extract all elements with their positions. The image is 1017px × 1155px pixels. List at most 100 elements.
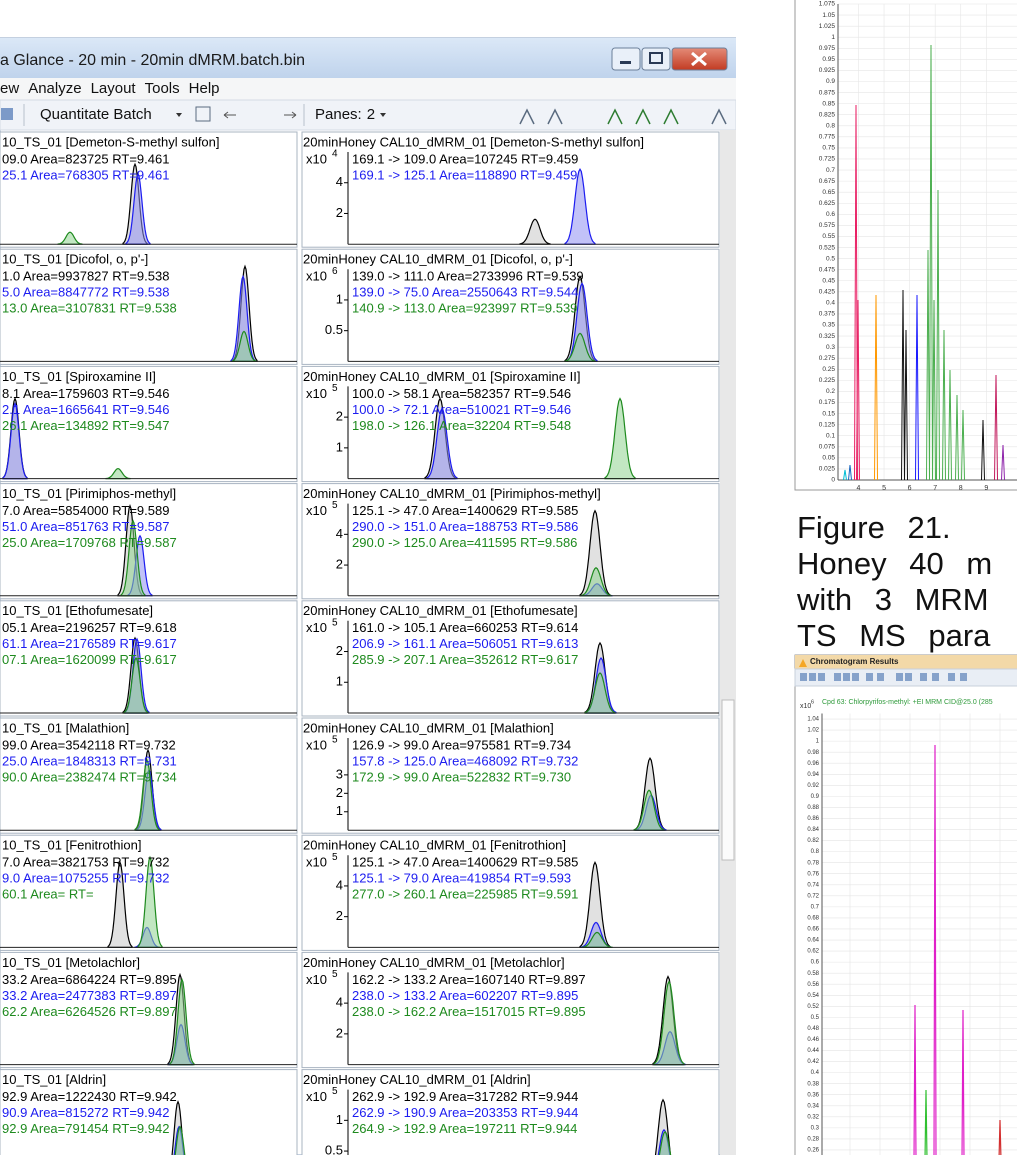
quantitate-batch-button[interactable]: Quantitate Batch — [40, 106, 152, 123]
page: a Glance - 20 min - 20min dMRM.batch.bin… — [0, 0, 1017, 1155]
scale-label: x10 — [306, 620, 327, 635]
menu-item[interactable]: Analyze — [28, 80, 81, 97]
transition-label: 169.1 -> 109.0 Area=107245 RT=9.459 — [352, 151, 578, 166]
transition-label: 262.9 -> 192.9 Area=317282 RT=9.944 — [352, 1089, 578, 1104]
y-tick-label: 0.28 — [807, 1137, 819, 1143]
pane-row: 10_TS_01 [Spiroxamine II]8.1 Area=175960… — [0, 366, 719, 481]
scale-label: x10 — [306, 503, 327, 518]
y-tick-label: 0.625 — [819, 200, 836, 207]
pane-row: 10_TS_01 [Fenitrothion]7.0 Area=3821753 … — [0, 835, 719, 950]
transition-label: 1.0 Area=9937827 RT=9.538 — [2, 269, 169, 284]
panes-value[interactable]: 2 — [367, 106, 375, 123]
pane-header: 20minHoney CAL10_dMRM_01 [Spiroxamine II… — [303, 369, 580, 384]
transition-label: 169.1 -> 125.1 Area=118890 RT=9.459 — [352, 167, 577, 182]
toolbar-icon[interactable] — [896, 673, 903, 681]
toolbar-icon[interactable] — [960, 673, 967, 681]
y-tick-label: 0.45 — [822, 277, 835, 284]
y-tick-label: 0.94 — [807, 772, 819, 778]
y-tick-label: 0.96 — [807, 761, 819, 767]
y-tick-label: 1.04 — [807, 717, 819, 723]
y-tick-label: 0.8 — [826, 122, 835, 129]
y-tick-label: 0.075 — [819, 444, 836, 451]
y-tick-label: 2 — [336, 1025, 343, 1040]
y-tick-label: 0.9 — [826, 78, 835, 85]
y-tick-label: 0.58 — [807, 971, 819, 977]
transition-label: 126.9 -> 99.0 Area=975581 RT=9.734 — [352, 737, 571, 752]
y-tick-label: 0.8 — [811, 849, 820, 855]
toolbar-icon[interactable] — [852, 673, 859, 681]
toolbar-icon[interactable] — [809, 673, 816, 681]
toolbar-icon[interactable] — [800, 673, 807, 681]
y-tick-label: 0.375 — [819, 311, 836, 318]
toolbar-icon[interactable] — [905, 673, 912, 681]
y-tick-label: 0.95 — [822, 56, 835, 63]
toolbar-icon[interactable] — [920, 673, 927, 681]
y-tick-label: 0.7 — [826, 167, 835, 174]
y-tick-label: 0.3 — [811, 1125, 820, 1131]
y-tick-label: 0.86 — [807, 816, 819, 822]
toolbar-icon[interactable] — [877, 673, 884, 681]
scale-exponent: 4 — [332, 149, 338, 160]
toolbar-icon[interactable] — [818, 673, 825, 681]
scale-label: x10 — [306, 1089, 327, 1104]
toolbar-icon[interactable] — [948, 673, 955, 681]
menu-item[interactable]: Tools — [145, 80, 180, 97]
x-tick-label: 7 — [933, 485, 937, 492]
transition-label: 161.0 -> 105.1 Area=660253 RT=9.614 — [352, 620, 578, 635]
scroll-thumb[interactable] — [722, 700, 734, 860]
pane-header: 10_TS_01 [Malathion] — [2, 720, 129, 735]
pane-header: 10_TS_01 [Spiroxamine II] — [2, 369, 156, 384]
scale-label: x10 — [800, 703, 811, 710]
y-tick-label: 0.82 — [807, 838, 819, 844]
transition-label: 99.0 Area=3542118 RT=9.732 — [2, 737, 176, 752]
transition-label: 5.0 Area=8847772 RT=9.538 — [2, 285, 169, 300]
pane-row: 10_TS_01 [Malathion] 99.0 Area=3542118 RT… — [0, 718, 719, 833]
y-tick-label: 0.46 — [807, 1037, 819, 1043]
scale-exponent: 5 — [332, 852, 338, 863]
y-tick-label: 0.78 — [807, 860, 819, 866]
y-tick-label: 0.725 — [819, 156, 836, 163]
menu-item[interactable]: Help — [189, 80, 220, 97]
y-tick-label: 0.575 — [819, 222, 836, 229]
y-tick-label: 0.36 — [807, 1092, 819, 1098]
toolbar-icon[interactable] — [866, 673, 873, 681]
y-tick-label: 2 — [336, 205, 343, 220]
pane-header: 20minHoney CAL10_dMRM_01 [Metolachlor] — [303, 955, 565, 970]
toolbar-icon[interactable] — [834, 673, 841, 681]
y-tick-label: 0.3 — [826, 344, 835, 351]
y-tick-label: 0.5 — [325, 1143, 343, 1155]
toolbar-icon[interactable] — [932, 673, 939, 681]
menu-item[interactable]: Layout — [91, 80, 137, 97]
y-tick-label: 4 — [336, 174, 343, 189]
transition-label: 262.9 -> 190.9 Area=203353 RT=9.944 — [352, 1105, 578, 1120]
y-tick-label: 0.68 — [807, 916, 819, 922]
scrollbar[interactable] — [720, 130, 736, 1155]
y-tick-label: 0.76 — [807, 871, 819, 877]
y-tick-label: 0 — [831, 477, 835, 484]
y-tick-label: 2 — [336, 908, 343, 923]
transition-label: 33.2 Area=2477383 RT=9.897 — [2, 988, 177, 1003]
y-tick-label: 0.475 — [819, 266, 836, 273]
minimize-button[interactable] — [612, 48, 640, 70]
y-tick-label: 0.225 — [819, 377, 836, 384]
y-tick-label: 4 — [336, 995, 343, 1010]
transition-label: 157.8 -> 125.0 Area=468092 RT=9.732 — [352, 753, 578, 768]
screenshot: a Glance - 20 min - 20min dMRM.batch.bin… — [0, 0, 1017, 1155]
y-tick-label: 0.1 — [826, 432, 835, 439]
y-tick-label: 0.25 — [822, 366, 835, 373]
y-tick-label: 0.54 — [807, 993, 819, 999]
y-tick-label: 0.7 — [811, 904, 820, 910]
maximize-button[interactable] — [642, 48, 670, 70]
pane-header: 20minHoney CAL10_dMRM_01 [Ethofumesate] — [303, 603, 578, 618]
y-tick-label: 0.4 — [811, 1070, 820, 1076]
pane-header: 10_TS_01 [Metolachlor] — [2, 955, 140, 970]
y-tick-label: 0.48 — [807, 1026, 819, 1032]
x-tick-label: 9 — [984, 485, 988, 492]
y-tick-label: 0.56 — [807, 982, 819, 988]
menu-item[interactable]: ew — [0, 80, 19, 97]
y-tick-label: 0.525 — [819, 244, 836, 251]
toolbar-icon[interactable] — [843, 673, 850, 681]
pane-row: 10_TS_01 [Dicofol, o, p'-]1.0 Area=99378… — [0, 249, 719, 364]
y-tick-label: 0.88 — [807, 805, 819, 811]
transition-label: 9.0 Area=1075255 RT=9.732 — [2, 871, 169, 886]
